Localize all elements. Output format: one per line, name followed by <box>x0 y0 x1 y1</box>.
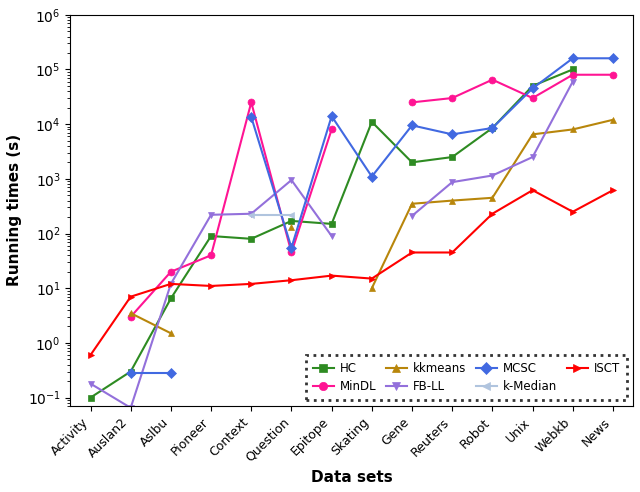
ISCT <box>86 352 94 358</box>
HC <box>529 83 536 89</box>
ISCT <box>488 211 496 216</box>
ISCT <box>127 294 134 300</box>
Line: ISCT: ISCT <box>87 186 616 359</box>
HC <box>167 296 175 302</box>
HC <box>408 159 416 165</box>
Line: k-Median: k-Median <box>248 212 295 218</box>
FB-LL <box>207 212 215 218</box>
Line: MinDL: MinDL <box>127 99 335 320</box>
MinDL <box>248 99 255 105</box>
ISCT <box>328 273 335 278</box>
ISCT <box>167 281 175 287</box>
HC <box>328 221 335 227</box>
HC <box>127 369 134 374</box>
HC <box>248 236 255 242</box>
ISCT <box>529 187 536 193</box>
k-Median <box>287 212 295 218</box>
MinDL <box>287 249 295 255</box>
HC <box>488 125 496 131</box>
FB-LL <box>86 381 94 387</box>
HC <box>287 218 295 224</box>
HC <box>207 233 215 239</box>
MinDL <box>167 269 175 275</box>
kkmeans <box>127 310 134 316</box>
k-Median <box>248 212 255 218</box>
MinDL <box>328 126 335 132</box>
FB-LL <box>328 233 335 239</box>
X-axis label: Data sets: Data sets <box>311 470 392 485</box>
ISCT <box>248 281 255 287</box>
kkmeans <box>167 330 175 336</box>
HC <box>368 119 376 125</box>
Line: HC: HC <box>87 66 576 401</box>
MCSC <box>127 370 134 376</box>
MinDL <box>127 314 134 320</box>
FB-LL <box>248 211 255 216</box>
ISCT <box>449 249 456 255</box>
FB-LL <box>287 177 295 183</box>
MCSC <box>167 370 175 376</box>
HC <box>449 154 456 160</box>
ISCT <box>207 283 215 289</box>
FB-LL <box>127 405 134 411</box>
ISCT <box>569 209 577 215</box>
ISCT <box>408 249 416 255</box>
Y-axis label: Running times (s): Running times (s) <box>7 134 22 286</box>
ISCT <box>609 187 617 193</box>
MinDL <box>207 252 215 258</box>
ISCT <box>368 276 376 281</box>
HC <box>86 395 94 400</box>
FB-LL <box>167 281 175 287</box>
Legend: HC, MinDL, kkmeans, FB-LL, MCSC, k-Median, ISCT: HC, MinDL, kkmeans, FB-LL, MCSC, k-Media… <box>305 355 627 400</box>
Line: kkmeans: kkmeans <box>127 309 174 337</box>
HC <box>569 66 577 72</box>
ISCT <box>287 277 295 283</box>
Line: MCSC: MCSC <box>127 369 174 376</box>
Line: FB-LL: FB-LL <box>87 177 335 411</box>
